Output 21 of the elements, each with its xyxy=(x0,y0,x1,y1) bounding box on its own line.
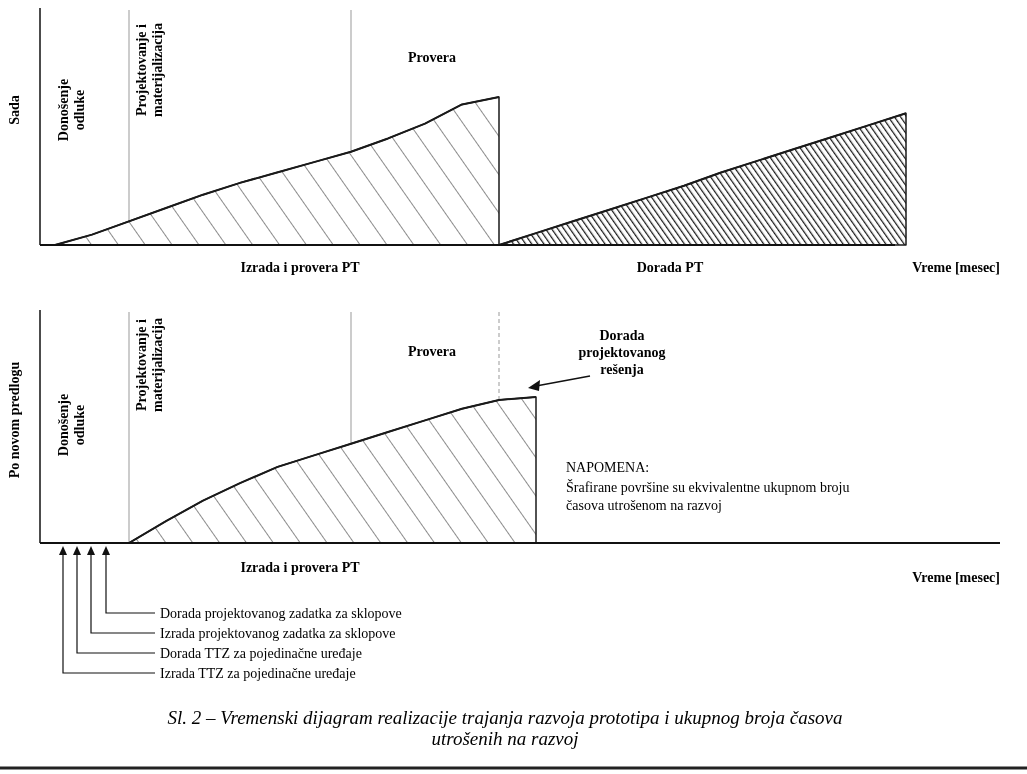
y-axis-title: Sada xyxy=(6,95,22,125)
x-axis-title: Vreme [mesec] xyxy=(912,260,1000,275)
text: Provera xyxy=(408,344,456,359)
annotation: Projektovanje i materijalizacija xyxy=(134,22,165,118)
annotation: Projektovanje i materijalizacija xyxy=(134,317,165,413)
text: Izrada TTZ za pojedinačne uređaje xyxy=(160,666,356,681)
text: Dorada projektovanog zadatka za sklopove xyxy=(160,606,402,621)
annotation: NAPOMENA: xyxy=(566,460,650,475)
text: Izrada projektovanog zadatka za sklopove xyxy=(160,626,396,641)
x-axis-title: Vreme [mesec] xyxy=(912,570,1000,585)
text: Izrada i provera PT xyxy=(240,560,361,575)
annotation: Donošenje odluke xyxy=(56,78,87,142)
y-axis-title: Po novom predlogu xyxy=(6,361,22,479)
text: Sl. 2 – Vremenski dijagram realizacije trajanja razvoja prototipa i ukupnog broja časova utrošenih na razvoj xyxy=(167,707,843,749)
text: Izrada i provera PT xyxy=(240,260,361,275)
text: Provera xyxy=(408,50,456,65)
annotation: Šrafirane površine su ekvivalentne ukupnom broju časova utrošenom na razvoj xyxy=(566,479,850,513)
text: Dorada projektovanog rešenja xyxy=(578,328,666,377)
annotation: Donošenje odluke xyxy=(56,393,87,457)
text: Dorada TTZ za pojedinačne uređaje xyxy=(160,646,362,661)
text: Dorada PT xyxy=(636,260,704,275)
